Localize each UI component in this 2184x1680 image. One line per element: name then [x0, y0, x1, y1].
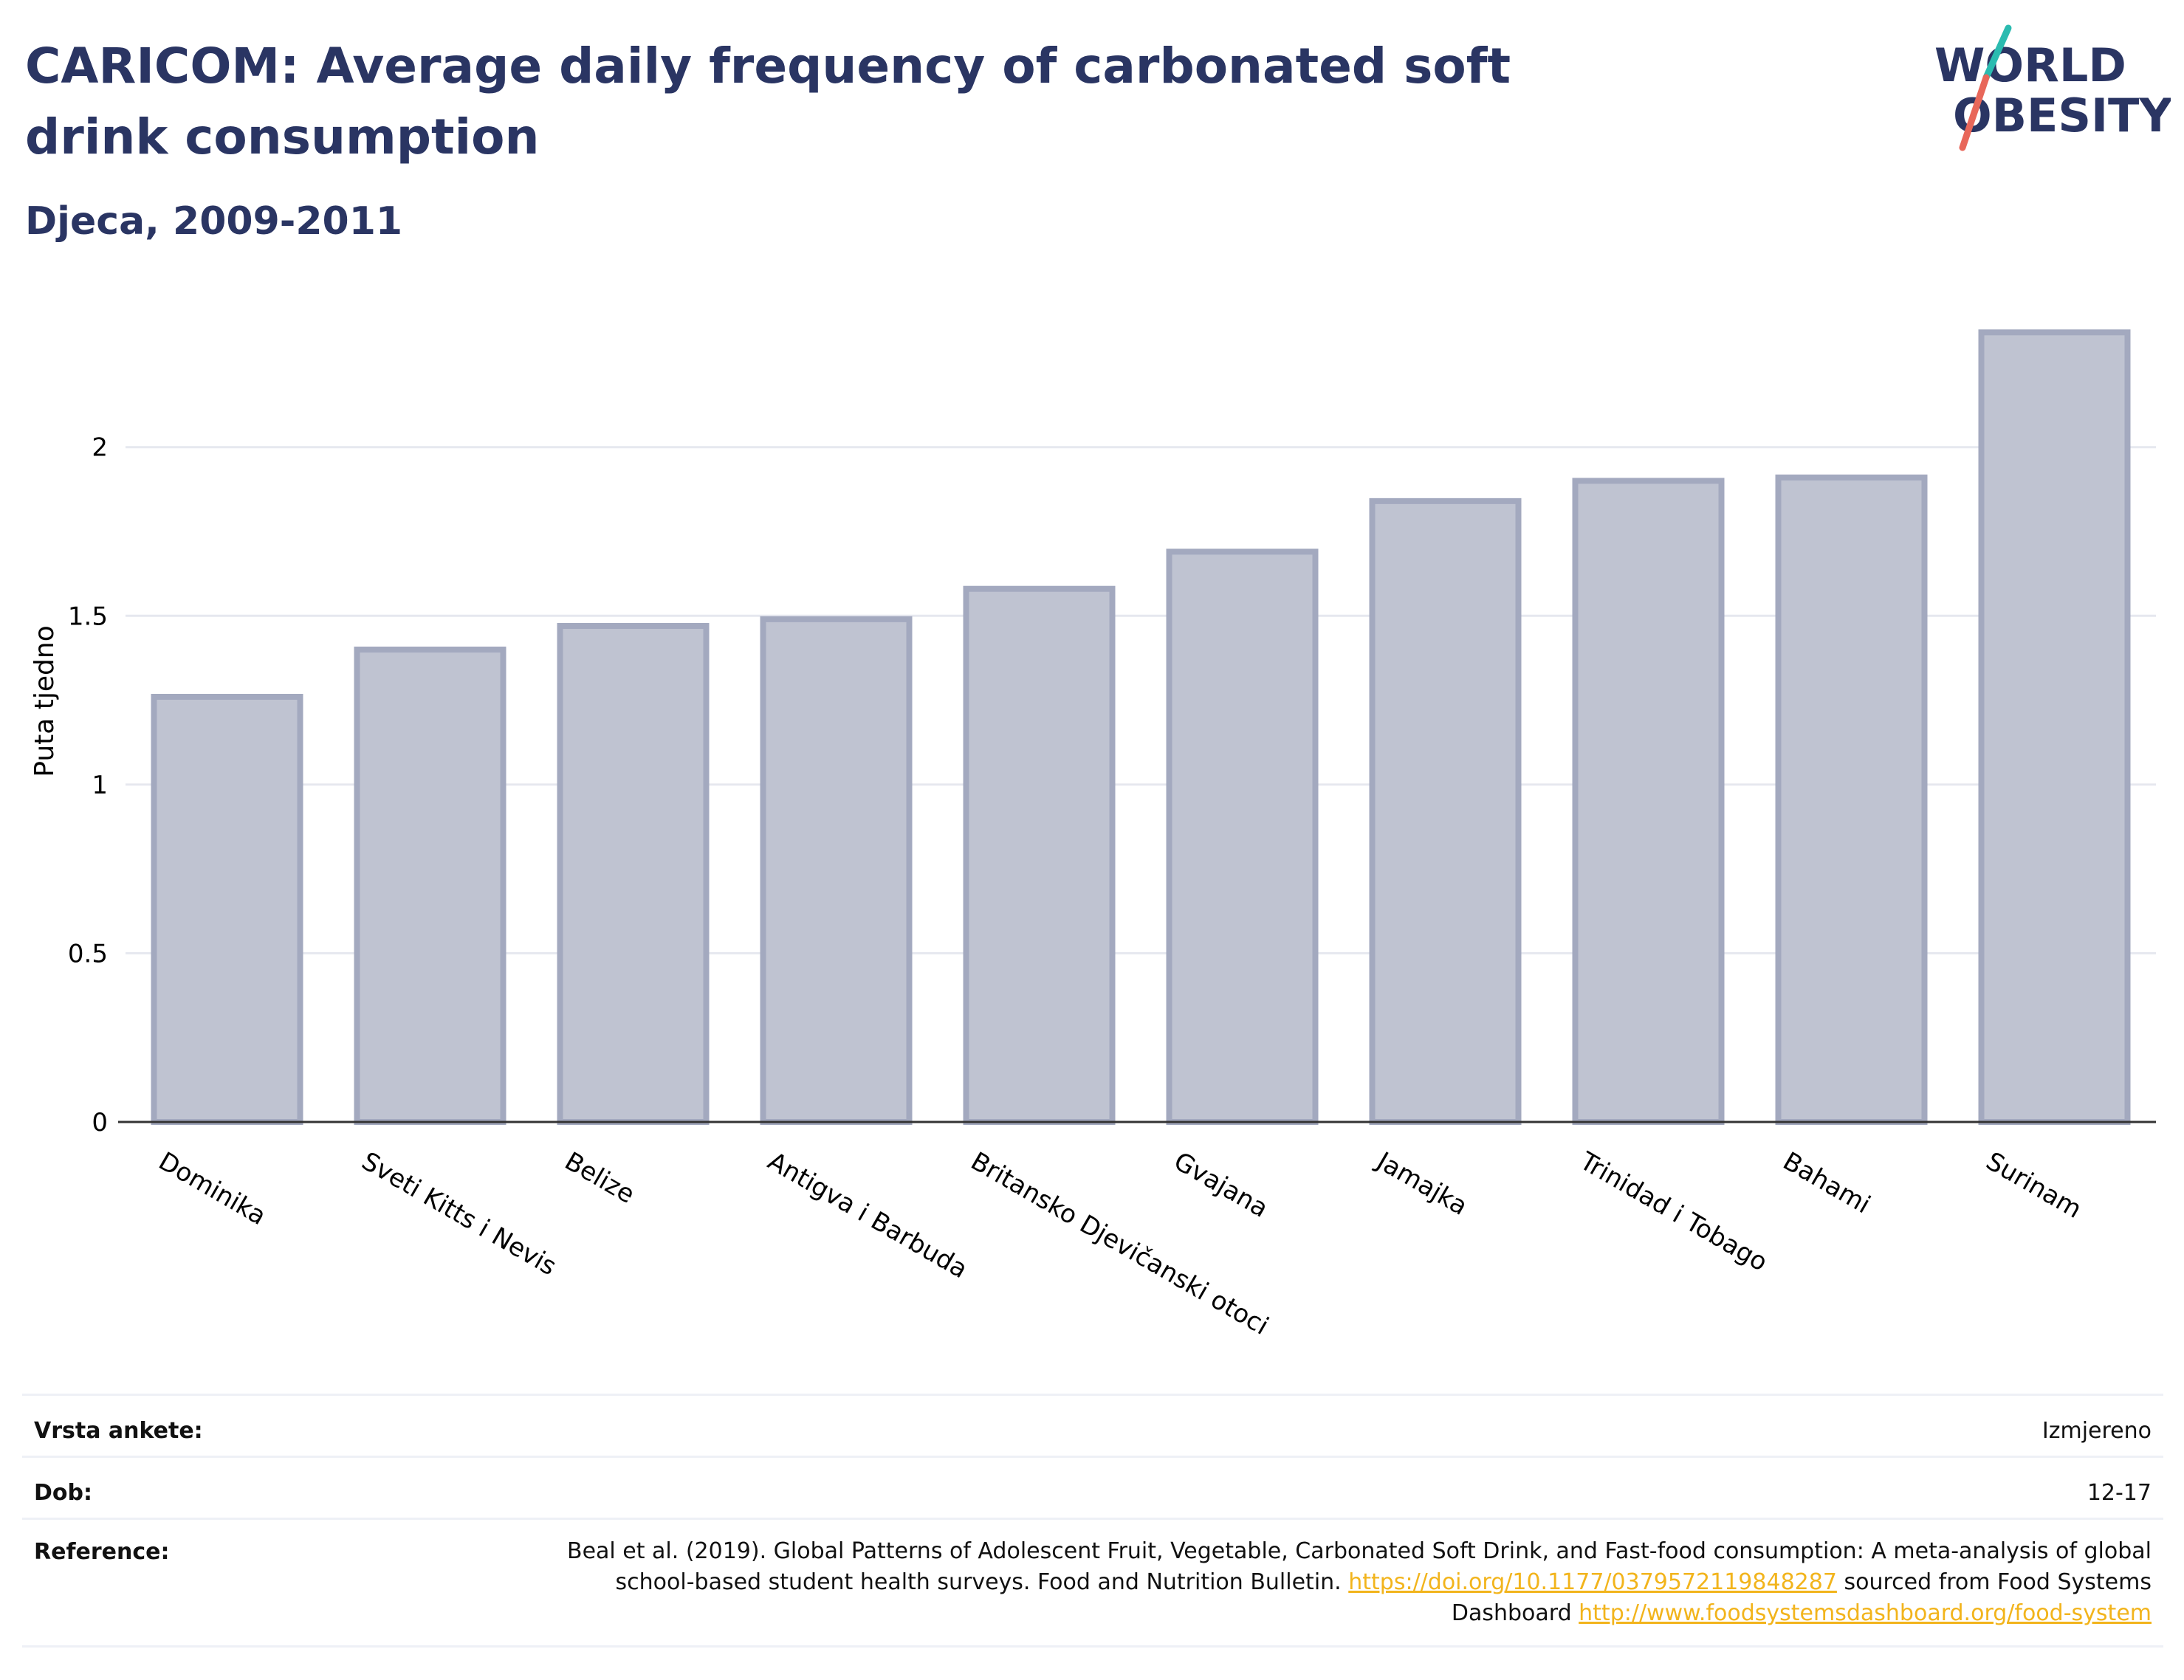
x-tick-label: Sveti Kitts i Nevis: [357, 1146, 561, 1281]
food-systems-dashboard-link[interactable]: http://www.foodsystemsdashboard.org/food…: [1579, 1600, 2152, 1626]
reference-text-part-1: Beal et al. (2019). Global Patterns of A…: [566, 1538, 2152, 1595]
meta-row-reference: Reference: Beal et al. (2019). Global Pa…: [22, 1518, 2163, 1648]
survey-type-value: Izmjereno: [2042, 1418, 2152, 1444]
bar[interactable]: [1572, 478, 1725, 1125]
bar[interactable]: [1775, 474, 1928, 1125]
x-tick-label: Surinam: [1981, 1146, 2087, 1225]
x-tick-label: Bahami: [1778, 1146, 1875, 1219]
bar[interactable]: [1166, 548, 1319, 1125]
chart-title: CARICOM: Average daily frequency of carb…: [25, 38, 1511, 165]
logo-slash-teal-icon: [1982, 24, 2012, 81]
bar-chart: 0 0.5 1 1.5 2 Dominika Sveti Kitts i NevisBel…: [30, 329, 2156, 1341]
bar[interactable]: [963, 585, 1116, 1125]
logo-slash-coral-icon: [1959, 74, 1990, 151]
bar[interactable]: [354, 647, 506, 1125]
y-tick-label: 1: [92, 771, 108, 800]
bar[interactable]: [1978, 329, 2131, 1125]
survey-type-label: Vrsta ankete:: [34, 1418, 203, 1444]
age-value: 12-17: [2087, 1480, 2152, 1506]
logo-text-world: WORLD: [1934, 38, 2126, 92]
x-tick-label: Antigva i Barbuda: [763, 1146, 972, 1284]
bar[interactable]: [151, 694, 303, 1125]
x-tick-label: Trinidad i Tobago: [1574, 1146, 1772, 1278]
meta-row-age: Dob: 12-17: [22, 1456, 2163, 1520]
bars: [151, 329, 2131, 1125]
x-tick-label: Belize: [560, 1146, 639, 1210]
y-tick-label: 2: [92, 433, 108, 463]
reference-text: Beal et al. (2019). Global Patterns of A…: [542, 1536, 2152, 1629]
age-label: Dob:: [34, 1480, 92, 1506]
x-tick-label: Gvajana: [1169, 1146, 1273, 1224]
reference-label: Reference:: [34, 1539, 170, 1565]
bar[interactable]: [557, 623, 710, 1125]
bar[interactable]: [1369, 498, 1522, 1125]
x-tick-label: Jamajka: [1370, 1146, 1472, 1222]
world-obesity-logo: WORLD OBESITY: [1934, 24, 2171, 151]
bar[interactable]: [760, 616, 913, 1125]
y-tick-label: 0: [92, 1108, 108, 1137]
logo-text-obesity: OBESITY: [1953, 89, 2171, 142]
chart-subtitle: Djeca, 2009-2011: [25, 199, 403, 244]
y-tick-label: 0.5: [68, 939, 108, 968]
doi-link[interactable]: https://doi.org/10.1177/0379572119848287: [1348, 1569, 1837, 1595]
x-tick-label: Dominika: [154, 1146, 271, 1231]
y-axis-ticks: 0 0.5 1 1.5 2: [68, 433, 108, 1137]
meta-row-survey-type: Vrsta ankete: Izmjereno: [22, 1394, 2163, 1458]
reference-text-part-2: sourced from Food Systems Dashboard: [1451, 1569, 2152, 1626]
y-axis-label: Puta tjedno: [30, 625, 60, 777]
y-tick-label: 1.5: [68, 602, 108, 631]
